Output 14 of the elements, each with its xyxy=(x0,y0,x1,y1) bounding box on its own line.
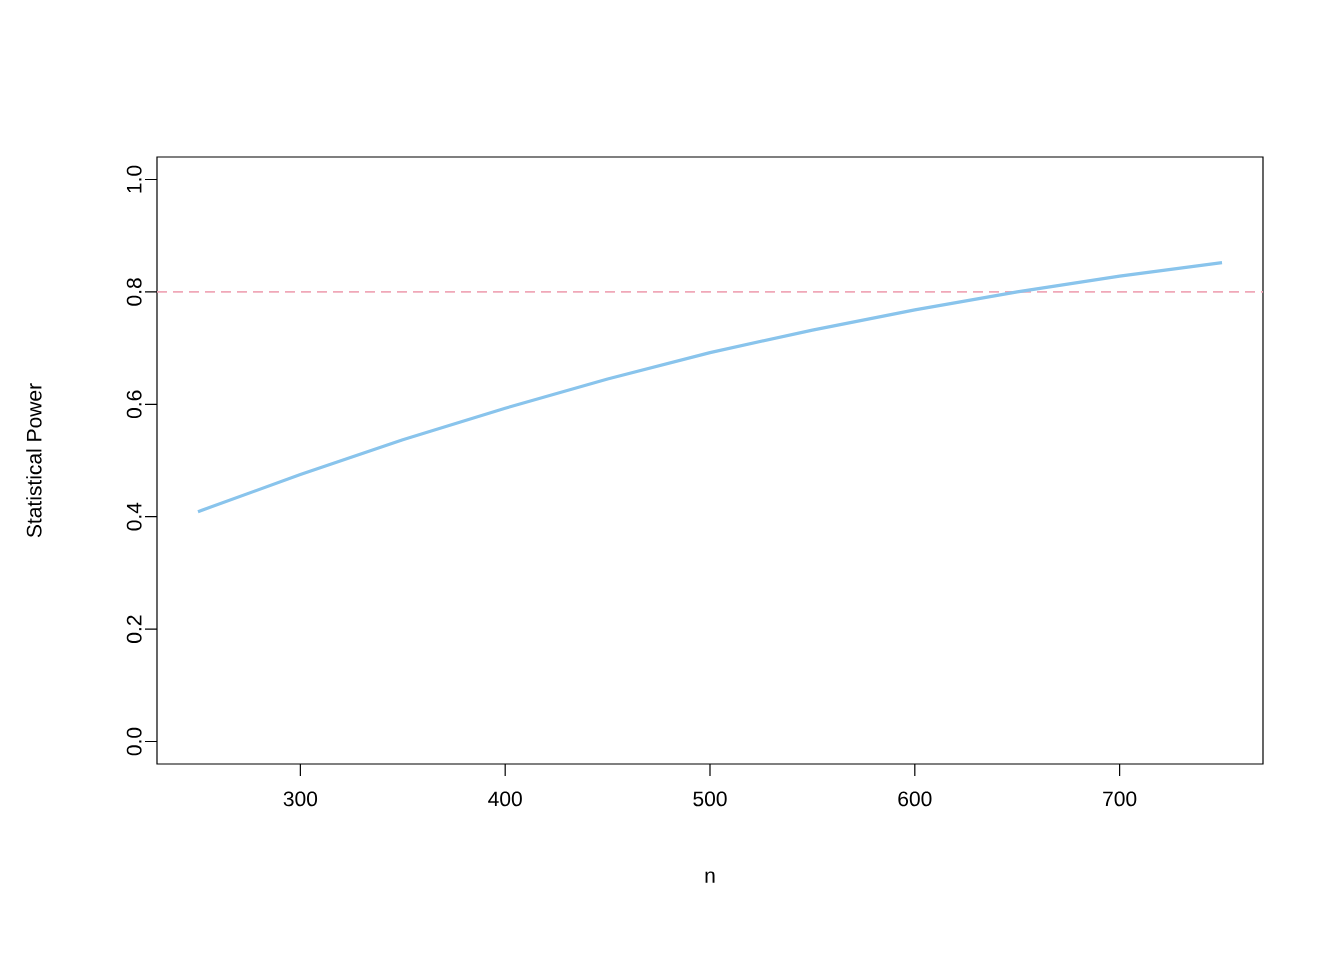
y-axis-title: Statistical Power xyxy=(26,383,42,538)
x-tick-label: 700 xyxy=(1103,791,1137,807)
y-tick-label: 0.6 xyxy=(126,390,142,419)
x-tick-label: 400 xyxy=(488,791,522,807)
y-tick-label: 0.2 xyxy=(126,615,142,643)
x-tick-label: 600 xyxy=(898,791,932,807)
y-tick-label: 0.8 xyxy=(126,278,142,306)
x-axis-title: n xyxy=(705,871,715,883)
x-tick-label: 500 xyxy=(693,791,727,807)
x-tick-label: 300 xyxy=(283,791,318,807)
y-tick-label: 1.0 xyxy=(126,165,142,193)
line-series xyxy=(196,261,1224,514)
y-tick-label: 0.0 xyxy=(126,727,142,756)
y-tick-label: 0.4 xyxy=(126,502,142,531)
